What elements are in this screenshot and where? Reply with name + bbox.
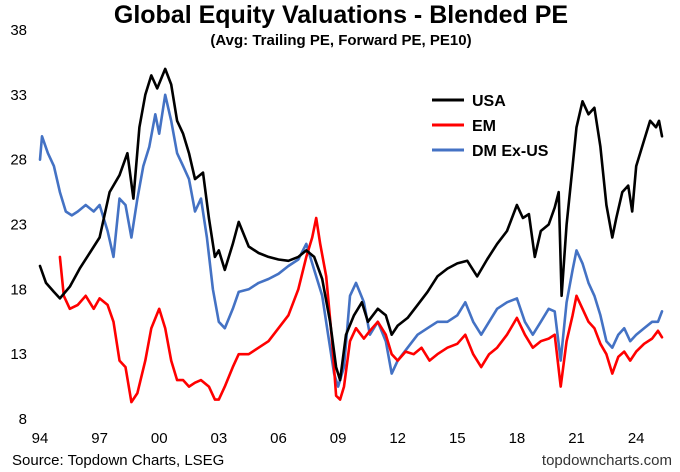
series-line-dm-ex-us	[38, 93, 664, 388]
series-line-usa	[38, 67, 664, 382]
x-tick-label: 97	[91, 430, 108, 447]
legend-label-dm-ex-us: DM Ex-US	[472, 143, 549, 160]
chart-title: Global Equity Valuations - Blended PE	[114, 1, 568, 29]
legend-label-usa: USA	[472, 93, 506, 110]
y-tick-label: 13	[10, 346, 27, 363]
y-axis-ticks: 8 13 18 23 28 33 38	[10, 22, 27, 428]
y-tick-label: 38	[10, 22, 27, 39]
x-tick-label: 94	[32, 430, 49, 447]
chart-subtitle: (Avg: Trailing PE, Forward PE, PE10)	[210, 32, 471, 49]
x-tick-label: 21	[568, 430, 585, 447]
y-tick-label: 33	[10, 87, 27, 104]
x-tick-label: 15	[449, 430, 466, 447]
legend: USA EM DM Ex-US	[432, 93, 549, 160]
x-tick-label: 03	[211, 430, 228, 447]
series-line-em	[58, 216, 664, 404]
y-tick-label: 18	[10, 281, 27, 298]
x-axis-ticks: 94 97 00 03 06 09 12 15 18 21 24	[32, 430, 645, 447]
x-tick-label: 09	[330, 430, 347, 447]
series-lines	[38, 67, 664, 404]
credit-note: topdowncharts.com	[542, 452, 672, 469]
legend-label-em: EM	[472, 118, 496, 135]
y-tick-label: 23	[10, 217, 27, 234]
x-tick-label: 06	[270, 430, 287, 447]
x-tick-label: 00	[151, 430, 168, 447]
x-tick-label: 12	[389, 430, 406, 447]
x-tick-label: 24	[628, 430, 645, 447]
x-tick-label: 18	[509, 430, 526, 447]
y-tick-label: 8	[19, 411, 27, 428]
y-tick-label: 28	[10, 152, 27, 169]
source-note: Source: Topdown Charts, LSEG	[12, 452, 224, 469]
